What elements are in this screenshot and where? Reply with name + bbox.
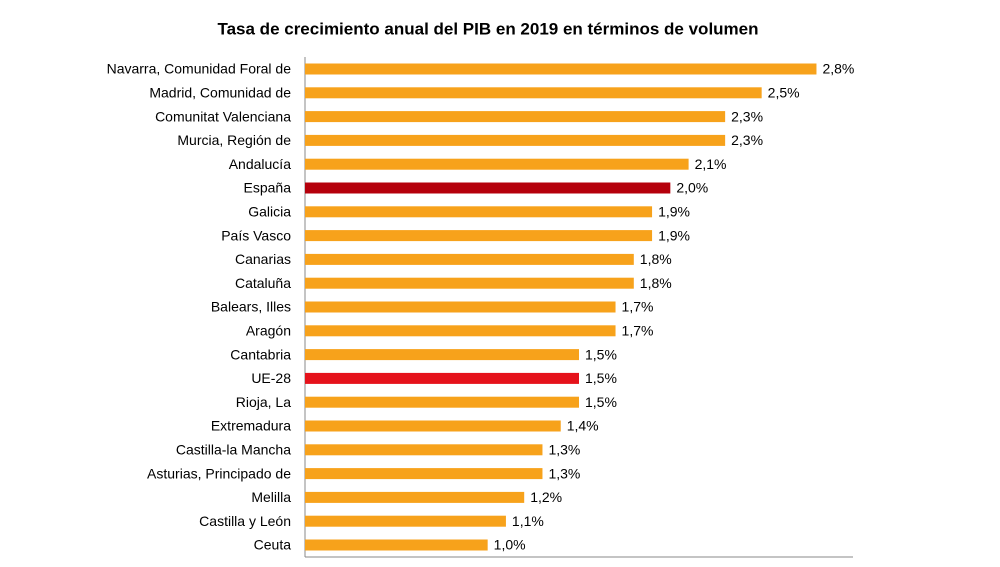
value-label: 1,8% <box>640 275 672 291</box>
chart-title: Tasa de crecimiento anual del PIB en 201… <box>217 19 758 38</box>
value-label: 1,5% <box>585 346 617 362</box>
category-label: Ceuta <box>254 537 292 553</box>
value-label: 1,3% <box>548 465 580 481</box>
category-label: Castilla y León <box>199 513 291 529</box>
value-label: 1,5% <box>585 370 617 386</box>
category-label: Asturias, Principado de <box>147 465 291 481</box>
category-label: Madrid, Comunidad de <box>149 85 291 101</box>
bar <box>305 444 543 456</box>
value-label: 2,0% <box>676 180 708 196</box>
bar <box>305 230 653 242</box>
value-label: 1,8% <box>640 251 672 267</box>
bar <box>305 539 488 551</box>
value-label: 1,1% <box>512 513 544 529</box>
category-label: País Vasco <box>221 227 291 243</box>
category-label: Melilla <box>251 489 291 505</box>
value-label: 1,0% <box>494 537 526 553</box>
value-label: 2,5% <box>768 85 800 101</box>
bar <box>305 87 762 99</box>
bar <box>305 158 689 170</box>
bar <box>305 301 616 313</box>
value-label: 2,1% <box>695 156 727 172</box>
bar <box>305 206 653 218</box>
category-label: Cataluña <box>235 275 291 291</box>
value-label: 2,8% <box>822 61 854 77</box>
value-label: 1,4% <box>567 418 599 434</box>
category-label: Comunitat Valenciana <box>155 108 291 124</box>
category-label: UE-28 <box>251 370 291 386</box>
bar <box>305 515 506 527</box>
value-label: 1,7% <box>622 323 654 339</box>
bar <box>305 63 817 75</box>
category-label: Rioja, La <box>236 394 291 410</box>
bar <box>305 372 579 384</box>
category-label: Navarra, Comunidad Foral de <box>107 61 292 77</box>
category-label: Balears, Illes <box>211 299 291 315</box>
bar <box>305 349 579 361</box>
category-label: España <box>244 180 292 196</box>
bar <box>305 253 634 265</box>
category-label: Cantabria <box>230 346 291 362</box>
category-label: Canarias <box>235 251 291 267</box>
value-label: 1,2% <box>530 489 562 505</box>
value-label: 2,3% <box>731 108 763 124</box>
value-label: 1,5% <box>585 394 617 410</box>
bar <box>305 111 726 123</box>
value-label: 1,9% <box>658 204 690 220</box>
bar <box>305 491 525 503</box>
category-label: Andalucía <box>229 156 291 172</box>
value-label: 1,7% <box>622 299 654 315</box>
bar <box>305 182 671 194</box>
bar <box>305 325 616 337</box>
value-label: 2,3% <box>731 132 763 148</box>
value-label: 1,3% <box>548 442 580 458</box>
bar <box>305 420 561 432</box>
category-label: Extremadura <box>211 418 291 434</box>
category-label: Galicia <box>248 204 291 220</box>
category-label: Castilla-la Mancha <box>176 442 291 458</box>
bar <box>305 134 726 146</box>
bar <box>305 468 543 480</box>
value-label: 1,9% <box>658 227 690 243</box>
bar <box>305 396 579 408</box>
category-label: Murcia, Región de <box>177 132 291 148</box>
bar <box>305 277 634 289</box>
category-label: Aragón <box>246 323 291 339</box>
